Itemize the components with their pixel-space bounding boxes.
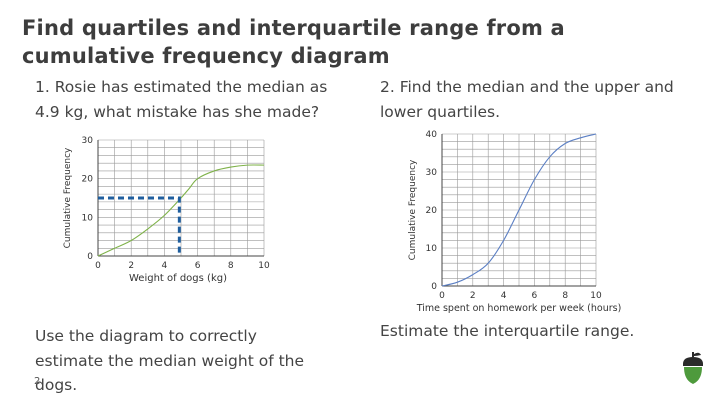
- y-tick-label: 20: [426, 206, 438, 216]
- question-2-text: 2. Find the median and the upper and low…: [380, 78, 674, 121]
- slide-title: Find quartiles and interquartile range f…: [22, 16, 565, 68]
- x-tick-label: 10: [590, 291, 602, 301]
- y-tick-label: 30: [426, 168, 438, 178]
- x-axis-label: Time spent on homework per week (hours): [416, 303, 622, 314]
- x-tick-label: 2: [470, 291, 476, 301]
- cumulative-frequency-curve: [97, 164, 265, 257]
- question-1-text: 1. Rosie has estimated the median as 4.9…: [35, 78, 328, 121]
- acorn-icon: [683, 352, 703, 384]
- x-tick-label: 4: [501, 291, 507, 301]
- page-number: 2: [34, 376, 41, 387]
- y-axis-label: Cumulative Frequency: [408, 159, 418, 260]
- y-axis-label: Cumulative Frequency: [63, 147, 73, 248]
- homework-time-cumulative-frequency-chart: 0 2 4 6 8 10 0 10 20 30 40 Time spent on homework p…: [405, 120, 637, 320]
- y-tick-label: 10: [426, 244, 438, 254]
- median-estimate-dashed-line: [98, 196, 181, 256]
- question-3-text: Use the diagram to correctly estimate th…: [35, 327, 305, 394]
- y-tick-label: 40: [426, 130, 438, 140]
- x-tick-label: 6: [532, 291, 538, 301]
- dog-weight-cumulative-frequency-chart: 0 2 4 6 8 10 0 10 20 30 Weight of dogs (kg) Cumulat…: [58, 128, 284, 290]
- x-tick-label: 0: [439, 291, 445, 301]
- question-4-text: Estimate the interquartile range.: [380, 322, 635, 340]
- y-tick-label: 0: [431, 282, 437, 292]
- x-tick-label: 4: [162, 261, 168, 271]
- cumulative-frequency-curve: [441, 133, 597, 287]
- x-tick-label: 6: [195, 261, 201, 271]
- y-tick-label: 20: [82, 175, 94, 185]
- chart-2-svg: 0 2 4 6 8 10 0 10 20 30 40 Time spent on homework p…: [408, 130, 622, 314]
- x-tick-label: 10: [258, 261, 270, 271]
- x-axis-label: Weight of dogs (kg): [129, 273, 227, 284]
- x-tick-label: 0: [95, 261, 101, 271]
- y-tick-label: 0: [87, 252, 93, 262]
- y-tick-label: 10: [82, 213, 94, 223]
- x-tick-label: 8: [562, 291, 568, 301]
- chart-1-svg: 0 2 4 6 8 10 0 10 20 30 Weight of dogs (kg) Cumulat…: [63, 136, 270, 284]
- x-tick-label: 2: [128, 261, 134, 271]
- y-tick-label: 30: [82, 136, 94, 146]
- x-tick-label: 8: [228, 261, 234, 271]
